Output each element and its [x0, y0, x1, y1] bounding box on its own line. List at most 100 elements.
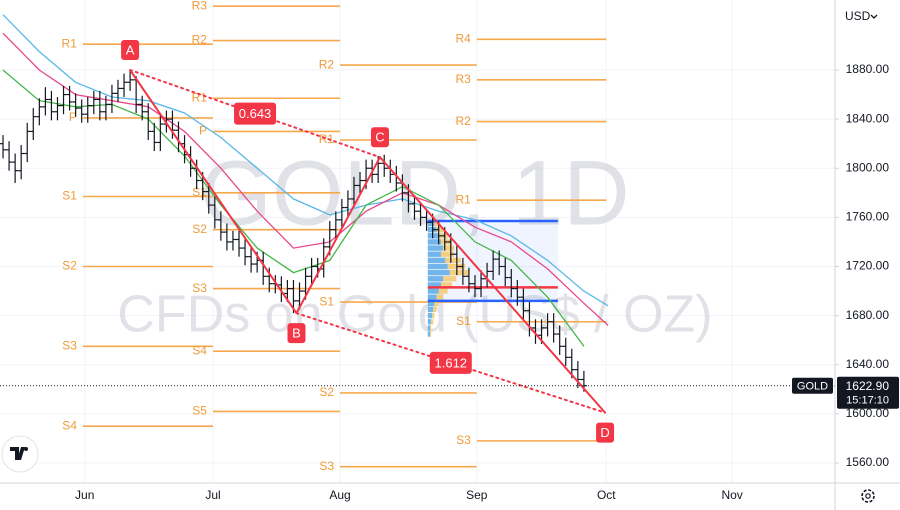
pivot-label: S5 [192, 404, 207, 418]
pivot-label: P [69, 110, 77, 124]
point-box [287, 323, 306, 344]
profile-down [440, 251, 455, 257]
y-tick-label: 1680.00 [846, 308, 890, 322]
gear-hub [865, 493, 871, 499]
profile-up [427, 276, 444, 282]
logo-mark [10, 447, 25, 460]
price-axis [835, 0, 900, 510]
ohlc-bar [550, 313, 557, 343]
profile-down [449, 269, 470, 276]
profile-down [443, 245, 455, 251]
pivot-label: S3 [62, 338, 77, 352]
point-label: D [600, 425, 609, 440]
profile-up [427, 239, 441, 245]
x-tick-label: Jun [75, 488, 94, 502]
price-value: 1622.90 [846, 379, 890, 393]
ohlc-bar [478, 270, 485, 298]
y-tick-label: 1800.00 [846, 160, 890, 174]
ohlc-bar [502, 257, 509, 287]
pivot-label: S1 [456, 314, 471, 328]
ohlc-bar [90, 90, 97, 115]
ohlc-bar [12, 153, 19, 183]
profile-down [433, 306, 437, 313]
ohlc-bar [459, 257, 466, 285]
ohlc-bar [217, 211, 224, 241]
ohlc-bar [544, 313, 551, 337]
ma-line [2, 14, 609, 307]
time-axis [0, 483, 900, 510]
currency-menu[interactable]: USD [845, 9, 878, 23]
profile-up [427, 288, 439, 294]
profile-up [427, 306, 434, 313]
profile-up [427, 263, 448, 270]
pivot-label: S2 [192, 222, 207, 236]
ohlc-bar [66, 85, 73, 111]
ohlc-bar [229, 230, 236, 251]
ohlc-bar [72, 93, 79, 117]
pivot-label: S2 [62, 259, 77, 273]
watermark-subtitle: CFDs on Gold (US$ / OZ) [117, 286, 712, 344]
ratio-label: 0.643 [239, 106, 272, 121]
profile-up [427, 282, 441, 288]
plot: R1 P S1 S2 S3 S4 R3 R2 R1 P S1 S2 S3 S4 S5 R2 R1 S1 S2 S3 R4… [0, 0, 835, 473]
ohlc-bar [139, 95, 146, 121]
ohlc-bar [350, 176, 357, 208]
profile-down [440, 282, 452, 288]
ohlc-bar [471, 275, 478, 298]
ohlc-bar [308, 257, 315, 285]
ohlc-bar [574, 361, 581, 389]
profile-down [432, 312, 435, 319]
currency[interactable]: USD [845, 9, 871, 23]
gear[interactable] [861, 489, 875, 503]
point-box [596, 422, 615, 443]
ratio-label: 1.612 [435, 355, 468, 370]
y-tick-label: 1760.00 [846, 210, 890, 224]
profile-up [427, 269, 450, 276]
ohlc-bar [248, 248, 255, 273]
ohlc-bar [102, 95, 109, 121]
pivot-label: R1 [192, 90, 208, 104]
ohlc-bar [411, 195, 418, 220]
pivot-label: S3 [192, 281, 207, 295]
ohlc-bar [24, 122, 31, 163]
ohlc-bar [169, 110, 176, 139]
ohlc-bar [556, 325, 563, 355]
ohlc-bar [151, 122, 158, 152]
ohlc-bar [357, 171, 364, 195]
y-tick-label: 1640.00 [846, 357, 890, 371]
ohlc-bar [338, 198, 345, 229]
pivot-label: R4 [455, 31, 471, 45]
y-tick-label: 1840.00 [846, 111, 890, 125]
pattern-leg [379, 156, 606, 414]
x-tick-label: Sep [466, 488, 488, 502]
ohlc-bar [236, 230, 243, 257]
ohlc-bar [205, 182, 212, 214]
profile-up [427, 220, 435, 227]
ohlc-bar [520, 288, 527, 320]
ratio-box [234, 102, 277, 125]
ohlc-bar [48, 90, 55, 121]
point-box [370, 127, 389, 148]
profile-down [434, 220, 439, 227]
logo[interactable] [1, 435, 39, 473]
pivot-label: P [199, 124, 207, 138]
y-tick-label: 1560.00 [846, 455, 890, 469]
ohlc-bar [84, 97, 91, 123]
profile-down [445, 257, 461, 264]
profile-up [427, 300, 435, 307]
pivot-label: R1 [455, 192, 471, 206]
y-tick-label: 1720.00 [846, 259, 890, 273]
ohlc-bar [490, 250, 497, 280]
y-tick-label: 1880.00 [846, 62, 890, 76]
pivot-label: S4 [62, 418, 77, 432]
settings[interactable] [861, 489, 875, 503]
profile-up [427, 233, 439, 239]
ohlc-bar [114, 79, 121, 102]
ohlc-bar [78, 99, 85, 123]
profile-down [438, 288, 448, 294]
profile-down [429, 331, 432, 337]
ohlc-bar [30, 108, 37, 140]
pivot-label: S1 [319, 294, 334, 308]
ohlc-bar [211, 196, 218, 229]
